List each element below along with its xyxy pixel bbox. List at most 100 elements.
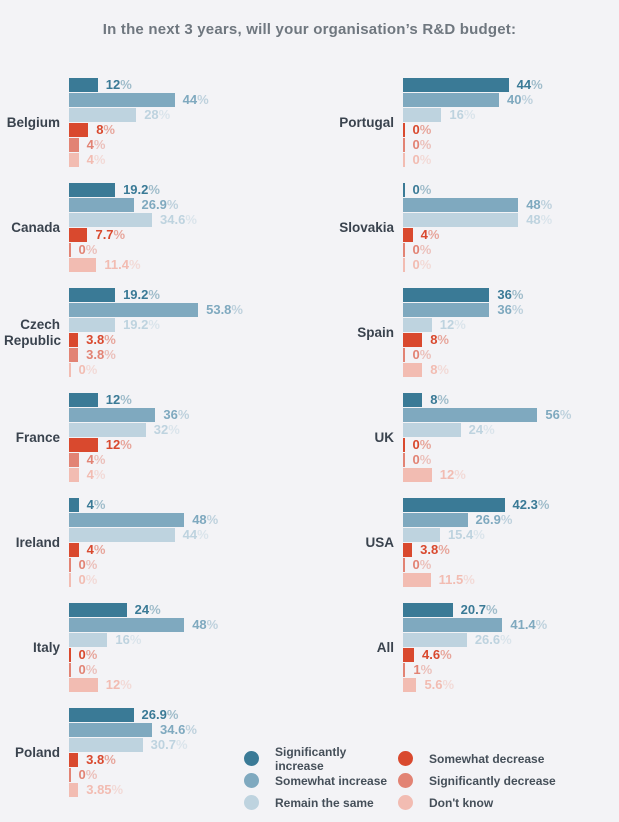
bar-somewhat-increase bbox=[69, 198, 134, 212]
bar-row-significantly-decrease: 0% bbox=[69, 768, 338, 782]
legend-dot-icon bbox=[244, 751, 259, 766]
legend-dot-icon bbox=[244, 795, 259, 810]
bar-row-don-t-know: 3.85% bbox=[69, 783, 338, 797]
bar-value-label: 16% bbox=[115, 632, 142, 647]
bar-value-label: 48% bbox=[526, 212, 553, 227]
bar-remain-the-same bbox=[69, 213, 153, 227]
bar-significantly-increase bbox=[69, 498, 79, 512]
bar-row-somewhat-decrease: 8% bbox=[69, 123, 338, 137]
bar-row-don-t-know: 0% bbox=[69, 363, 338, 377]
legend-label: Don't know bbox=[429, 795, 494, 810]
chart-area: Belgium 12% 44% 28% 8% 4% 4% Canada 19.2% 26.9% 34… bbox=[4, 78, 619, 813]
bar-significantly-decrease bbox=[403, 663, 406, 677]
bar-row-significantly-increase: 12% bbox=[69, 393, 338, 407]
bar-value-label: 4.6% bbox=[422, 647, 452, 662]
bar-significantly-increase bbox=[403, 183, 405, 197]
bar-cluster: 42.3% 26.9% 15.4% 3.8% 0% 11.5% bbox=[403, 498, 619, 588]
bar-significantly-decrease bbox=[403, 453, 405, 467]
bar-don-t-know bbox=[403, 468, 432, 482]
legend-item-significantly-increase: Significantly increase bbox=[244, 745, 398, 773]
bar-somewhat-decrease bbox=[69, 648, 71, 662]
bar-row-don-t-know: 8% bbox=[403, 363, 619, 377]
country-label: USA bbox=[365, 534, 394, 550]
bar-value-label: 36% bbox=[497, 287, 524, 302]
bar-row-significantly-increase: 36% bbox=[403, 288, 619, 302]
country-label: Canada bbox=[11, 219, 60, 235]
country-label: Spain bbox=[357, 324, 394, 340]
bar-value-label: 26.9% bbox=[475, 512, 513, 527]
bar-don-t-know bbox=[403, 573, 431, 587]
bar-don-t-know bbox=[69, 363, 71, 377]
bar-somewhat-increase bbox=[403, 303, 490, 317]
bar-row-somewhat-increase: 34.6% bbox=[69, 723, 338, 737]
bar-value-label: 19.2% bbox=[123, 182, 160, 197]
bar-row-remain-the-same: 12% bbox=[403, 318, 619, 332]
bar-value-label: 0% bbox=[412, 137, 432, 152]
bar-remain-the-same bbox=[69, 738, 143, 752]
bar-row-significantly-decrease: 0% bbox=[403, 138, 619, 152]
bar-row-significantly-decrease: 4% bbox=[69, 453, 338, 467]
country-group-portugal: Portugal 44% 40% 16% 0% 0% 0% bbox=[338, 78, 619, 168]
bar-somewhat-increase bbox=[69, 723, 153, 737]
bar-row-significantly-decrease: 0% bbox=[403, 348, 619, 362]
bar-row-significantly-increase: 24% bbox=[69, 603, 338, 617]
bar-significantly-increase bbox=[403, 288, 490, 302]
country-label: All bbox=[376, 639, 394, 655]
bar-value-label: 26.9% bbox=[141, 707, 179, 722]
bar-value-label: 44% bbox=[516, 77, 543, 92]
bar-value-label: 0% bbox=[412, 557, 432, 572]
bar-value-label: 1% bbox=[413, 662, 433, 677]
bar-value-label: 5.6% bbox=[424, 677, 455, 692]
bar-value-label: 48% bbox=[192, 617, 219, 632]
bar-value-label: 0% bbox=[412, 182, 432, 197]
bar-row-remain-the-same: 26.6% bbox=[403, 633, 619, 647]
bar-cluster: 12% 36% 32% 12% 4% 4% bbox=[69, 393, 338, 483]
bar-significantly-decrease bbox=[69, 663, 71, 677]
bar-don-t-know bbox=[403, 258, 405, 272]
bar-row-don-t-know: 4% bbox=[69, 153, 338, 167]
bar-value-label: 16% bbox=[449, 107, 476, 122]
bar-row-significantly-decrease: 0% bbox=[403, 243, 619, 257]
bar-don-t-know bbox=[403, 678, 417, 692]
country-label: Portugal bbox=[339, 114, 394, 130]
bar-somewhat-increase bbox=[403, 408, 538, 422]
bar-row-somewhat-increase: 26.9% bbox=[69, 198, 338, 212]
bar-row-remain-the-same: 16% bbox=[403, 108, 619, 122]
bar-row-don-t-know: 0% bbox=[403, 153, 619, 167]
bar-remain-the-same bbox=[69, 423, 146, 437]
bar-value-label: 0% bbox=[78, 242, 98, 257]
country-label: Czech Republic bbox=[4, 316, 62, 348]
bar-significantly-decrease bbox=[403, 348, 405, 362]
bar-row-remain-the-same: 28% bbox=[69, 108, 338, 122]
bar-row-significantly-decrease: 0% bbox=[403, 558, 619, 572]
bar-value-label: 26.6% bbox=[474, 632, 512, 647]
bar-significantly-increase bbox=[403, 393, 423, 407]
bar-row-somewhat-decrease: 4.6% bbox=[403, 648, 619, 662]
bar-row-significantly-decrease: 4% bbox=[69, 138, 338, 152]
bar-row-somewhat-decrease: 12% bbox=[69, 438, 338, 452]
bar-value-label: 4% bbox=[86, 467, 106, 482]
country-group-uk: UK 8% 56% 24% 0% 0% 12% bbox=[338, 393, 619, 483]
bar-value-label: 15.4% bbox=[447, 527, 485, 542]
bar-significantly-decrease bbox=[69, 768, 71, 782]
bar-value-label: 11.4% bbox=[104, 257, 141, 272]
bar-row-somewhat-decrease: 4% bbox=[403, 228, 619, 242]
bar-significantly-decrease bbox=[403, 558, 405, 572]
bar-value-label: 36% bbox=[163, 407, 190, 422]
bar-value-label: 0% bbox=[78, 362, 98, 377]
bar-row-somewhat-increase: 48% bbox=[403, 198, 619, 212]
bar-row-remain-the-same: 16% bbox=[69, 633, 338, 647]
bar-somewhat-decrease bbox=[403, 333, 423, 347]
chart-column-right: Portugal 44% 40% 16% 0% 0% 0% Slovakia 0% 48% 48% 4… bbox=[338, 78, 619, 708]
legend-label: Somewhat decrease bbox=[429, 751, 545, 766]
legend-column-2: Somewhat decrease Significantly decrease D… bbox=[398, 751, 556, 817]
bar-significantly-decrease bbox=[403, 243, 405, 257]
bar-cluster: 0% 48% 48% 4% 0% 0% bbox=[403, 183, 619, 273]
bar-somewhat-increase bbox=[69, 303, 199, 317]
bar-value-label: 8% bbox=[430, 392, 449, 407]
bar-significantly-decrease bbox=[69, 348, 79, 362]
bar-value-label: 12% bbox=[439, 317, 466, 332]
bar-row-significantly-increase: 19.2% bbox=[69, 288, 338, 302]
bar-row-significantly-increase: 8% bbox=[403, 393, 619, 407]
bar-value-label: 19.2% bbox=[123, 287, 160, 302]
